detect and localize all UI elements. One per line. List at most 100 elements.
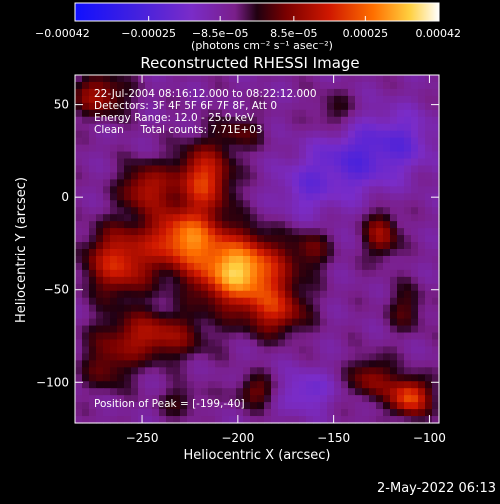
heatmap-cell	[110, 95, 118, 104]
heatmap-cell	[348, 409, 356, 417]
heatmap-cell	[404, 304, 412, 313]
heatmap-cell	[131, 332, 139, 341]
heatmap-cell	[341, 172, 349, 180]
heatmap-cell	[404, 81, 412, 90]
heatmap-cell	[383, 262, 391, 271]
heatmap-cell	[411, 318, 419, 327]
heatmap-cell	[376, 339, 384, 348]
heatmap-cell	[348, 318, 356, 327]
heatmap-cell	[215, 172, 223, 180]
heatmap-cell	[159, 388, 167, 396]
heatmap-cell	[208, 158, 216, 167]
heatmap-cell	[299, 144, 307, 153]
heatmap-cell	[194, 116, 202, 125]
heatmap-cell	[215, 388, 223, 396]
heatmap-cell	[236, 242, 244, 250]
heatmap-cell	[376, 158, 384, 167]
heatmap-cell	[222, 123, 230, 132]
heatmap-cell	[292, 367, 300, 375]
heatmap-cell	[320, 402, 328, 410]
heatmap-cell	[327, 353, 335, 361]
heatmap-cell	[229, 318, 237, 327]
heatmap-cell	[75, 75, 83, 83]
heatmap-cell	[327, 402, 335, 410]
heatmap-cell	[131, 269, 139, 278]
heatmap-cell	[82, 165, 90, 174]
heatmap-cell	[299, 207, 307, 215]
heatmap-cell	[187, 388, 195, 396]
heatmap-cell	[320, 353, 328, 361]
heatmap-cell	[341, 388, 349, 396]
heatmap-cell	[418, 75, 426, 83]
heatmap-cell	[376, 193, 384, 201]
heatmap-cell	[369, 311, 377, 320]
heatmap-cell	[320, 249, 328, 257]
heatmap-cell	[145, 242, 153, 250]
heatmap-cell	[341, 311, 349, 320]
heatmap-cell	[369, 179, 377, 187]
heatmap-cell	[397, 158, 405, 167]
heatmap-cell	[432, 109, 440, 118]
heatmap-cell	[334, 158, 342, 167]
heatmap-cell	[131, 353, 139, 361]
heatmap-cell	[229, 158, 237, 167]
heatmap-cell	[215, 283, 223, 292]
heatmap-cell	[103, 123, 111, 132]
heatmap-cell	[369, 318, 377, 327]
heatmap-cell	[355, 172, 363, 180]
heatmap-cell	[383, 395, 391, 403]
heatmap-cell	[243, 200, 251, 208]
heatmap-cell	[334, 388, 342, 396]
heatmap-cell	[173, 81, 181, 90]
heatmap-cell	[229, 249, 237, 257]
heatmap-cell	[264, 200, 272, 208]
heatmap-cell	[138, 381, 146, 389]
heatmap-cell	[82, 304, 90, 313]
heatmap-cell	[187, 235, 195, 243]
heatmap-cell	[110, 332, 118, 341]
heatmap-cell	[201, 137, 209, 146]
heatmap-cell	[117, 242, 125, 250]
heatmap-cell	[152, 130, 160, 139]
heatmap-cell	[222, 374, 230, 382]
heatmap-cell	[355, 214, 363, 222]
heatmap-cell	[404, 249, 412, 257]
heatmap-cell	[257, 193, 265, 201]
heatmap-cell	[397, 88, 405, 97]
heatmap-cell	[383, 416, 391, 424]
heatmap-cell	[152, 283, 160, 292]
heatmap-cell	[348, 242, 356, 250]
heatmap-cell	[82, 325, 90, 334]
heatmap-cell	[194, 388, 202, 396]
heatmap-cell	[390, 374, 398, 382]
heatmap-cell	[89, 346, 97, 354]
heatmap-cell	[229, 374, 237, 382]
heatmap-cell	[341, 81, 349, 90]
heatmap-cell	[159, 325, 167, 334]
heatmap-cell	[103, 374, 111, 382]
heatmap-cell	[236, 172, 244, 180]
heatmap-cell	[383, 137, 391, 146]
heatmap-cell	[208, 179, 216, 187]
heatmap-cell	[383, 388, 391, 396]
heatmap-cell	[299, 200, 307, 208]
heatmap-cell	[201, 325, 209, 334]
heatmap-cell	[166, 318, 174, 327]
heatmap-cell	[425, 200, 433, 208]
heatmap-cell	[208, 137, 216, 146]
heatmap-cell	[285, 325, 293, 334]
heatmap-cell	[376, 130, 384, 139]
heatmap-cell	[334, 75, 342, 83]
heatmap-cell	[180, 283, 188, 292]
heatmap-cell	[418, 409, 426, 417]
heatmap-cell	[229, 255, 237, 264]
heatmap-cell	[187, 374, 195, 382]
heatmap-cell	[341, 409, 349, 417]
heatmap-cell	[271, 221, 279, 229]
heatmap-cell	[376, 228, 384, 236]
heatmap-cell	[138, 276, 146, 285]
heatmap-cell	[145, 339, 153, 348]
heatmap-cell	[264, 123, 272, 132]
heatmap-cell	[334, 311, 342, 320]
heatmap-cell	[124, 116, 132, 125]
